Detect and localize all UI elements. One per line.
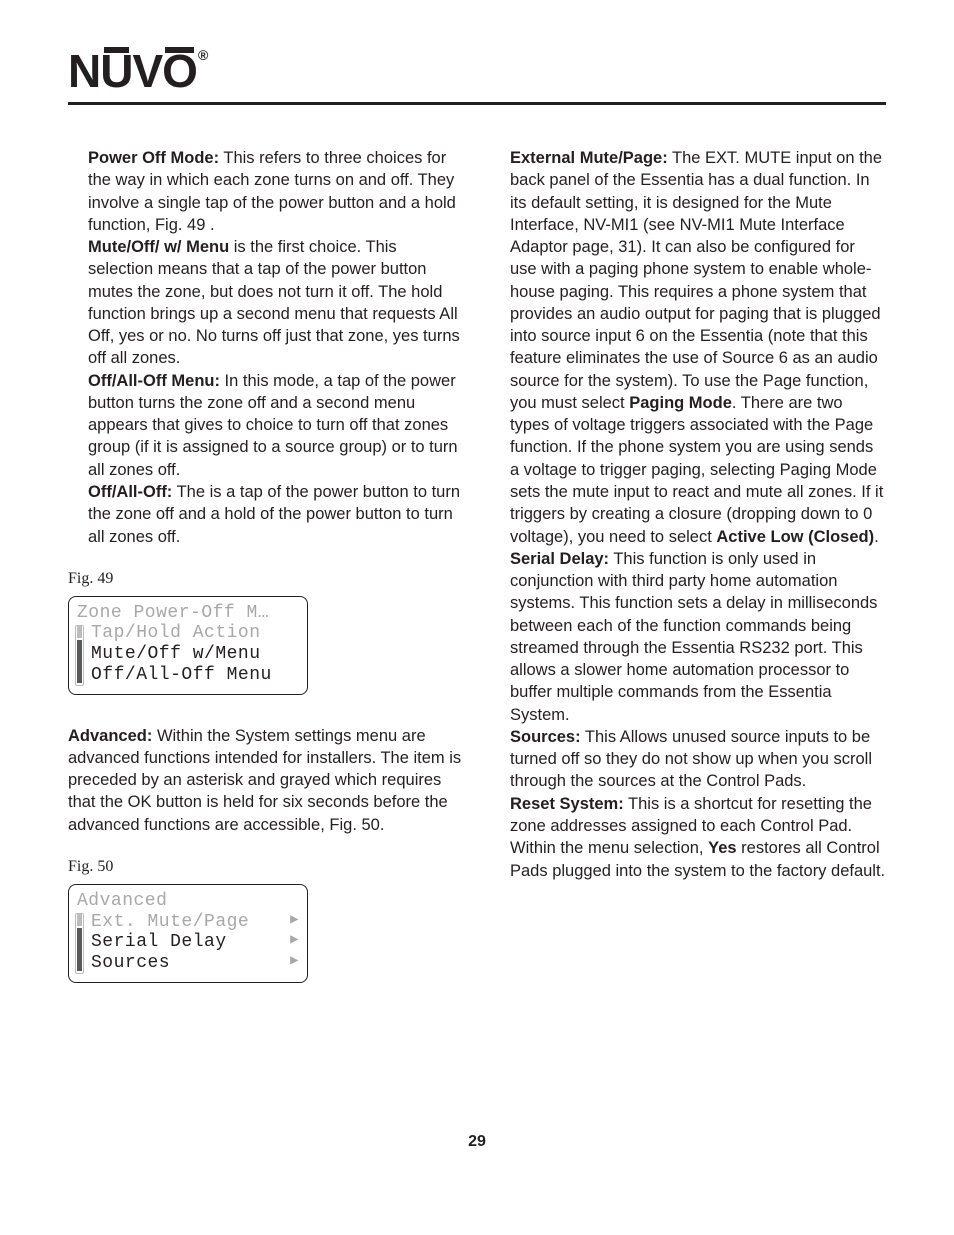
term-sources: Sources: [510,728,581,746]
lcd-row-active: Mute/Off w/Menu [91,644,299,665]
scrollbar-track [77,640,82,683]
term-yes: Yes [708,839,736,857]
paragraph: Serial Delay: This function is only used… [510,548,886,726]
term-active-low: Active Low (Closed) [716,528,874,546]
term-mute-off-menu: Mute/Off/ w/ Menu [88,238,229,256]
lcd-row: Sources▶ [91,953,299,974]
body-text: is the first choice. This selection mean… [88,238,460,367]
left-column: Power Off Mode: This refers to three cho… [68,147,464,983]
lcd-row-active: Serial Delay▶ [91,932,299,953]
brand-logo: NUVO® [68,48,206,94]
term-off-alloff: Off/All-Off: [88,483,172,501]
logo-letter-u: U [100,48,132,94]
scrollbar-button-up [77,626,82,638]
lcd-title: Advanced [77,891,299,912]
term-reset-system: Reset System: [510,795,624,813]
lcd-row-inactive: Ext. Mute/Page▶ [91,912,299,933]
term-off-alloff-menu: Off/All-Off Menu: [88,372,220,390]
chevron-right-icon: ▶ [290,912,299,928]
paragraph: Advanced: Within the System settings men… [68,725,464,836]
lcd-row: Off/All-Off Menu [91,665,299,686]
scrollbar-track [77,928,82,971]
page-number: 29 [68,1133,886,1151]
chevron-right-icon: ▶ [290,953,299,969]
lcd-scrollbar [75,625,84,686]
figure-49-label: Fig. 49 [68,570,464,588]
term-power-off-mode: Power Off Mode: [88,149,219,167]
body-text: . [874,528,879,546]
paragraph: Sources: This Allows unused source input… [510,726,886,793]
paragraph: Reset System: This is a shortcut for res… [510,793,886,882]
chevron-right-icon: ▶ [290,932,299,948]
figure-49-lcd: Zone Power-Off M… Tap/Hold Action Mute/O… [68,596,308,695]
lcd-row-inactive: Tap/Hold Action [91,623,299,644]
paragraph: Power Off Mode: This refers to three cho… [88,147,464,236]
paragraph: Mute/Off/ w/ Menu is the first choice. T… [88,236,464,370]
lcd-title: Zone Power-Off M… [77,603,299,624]
body-text: . There are two types of voltage trigger… [510,394,883,546]
scrollbar-button-up [77,914,82,926]
logo-letter-n: N [68,45,100,97]
term-advanced: Advanced: [68,727,152,745]
right-column: External Mute/Page: The EXT. MUTE input … [510,147,886,983]
lcd-scrollbar [75,913,84,974]
paragraph: External Mute/Page: The EXT. MUTE input … [510,147,886,548]
two-column-layout: Power Off Mode: This refers to three cho… [68,147,886,983]
term-paging-mode: Paging Mode [629,394,732,412]
logo-letter-v: V [132,45,162,97]
logo-row: NUVO® [68,48,886,94]
horizontal-rule [68,102,886,105]
body-text: The EXT. MUTE input on the back panel of… [510,149,882,412]
registered-mark: ® [198,47,207,63]
body-text: This function is only used in conjunctio… [510,550,877,724]
logo-letter-o: O [162,48,197,94]
paragraph: Off/All-Off Menu: In this mode, a tap of… [88,370,464,481]
figure-50-lcd: Advanced Ext. Mute/Page▶ Serial Delay▶ S… [68,884,308,983]
figure-50-label: Fig. 50 [68,858,464,876]
term-external-mute-page: External Mute/Page: [510,149,668,167]
term-serial-delay: Serial Delay: [510,550,609,568]
paragraph: Off/All-Off: The is a tap of the power b… [88,481,464,548]
document-page: NUVO® Power Off Mode: This refers to thr… [0,0,954,1191]
